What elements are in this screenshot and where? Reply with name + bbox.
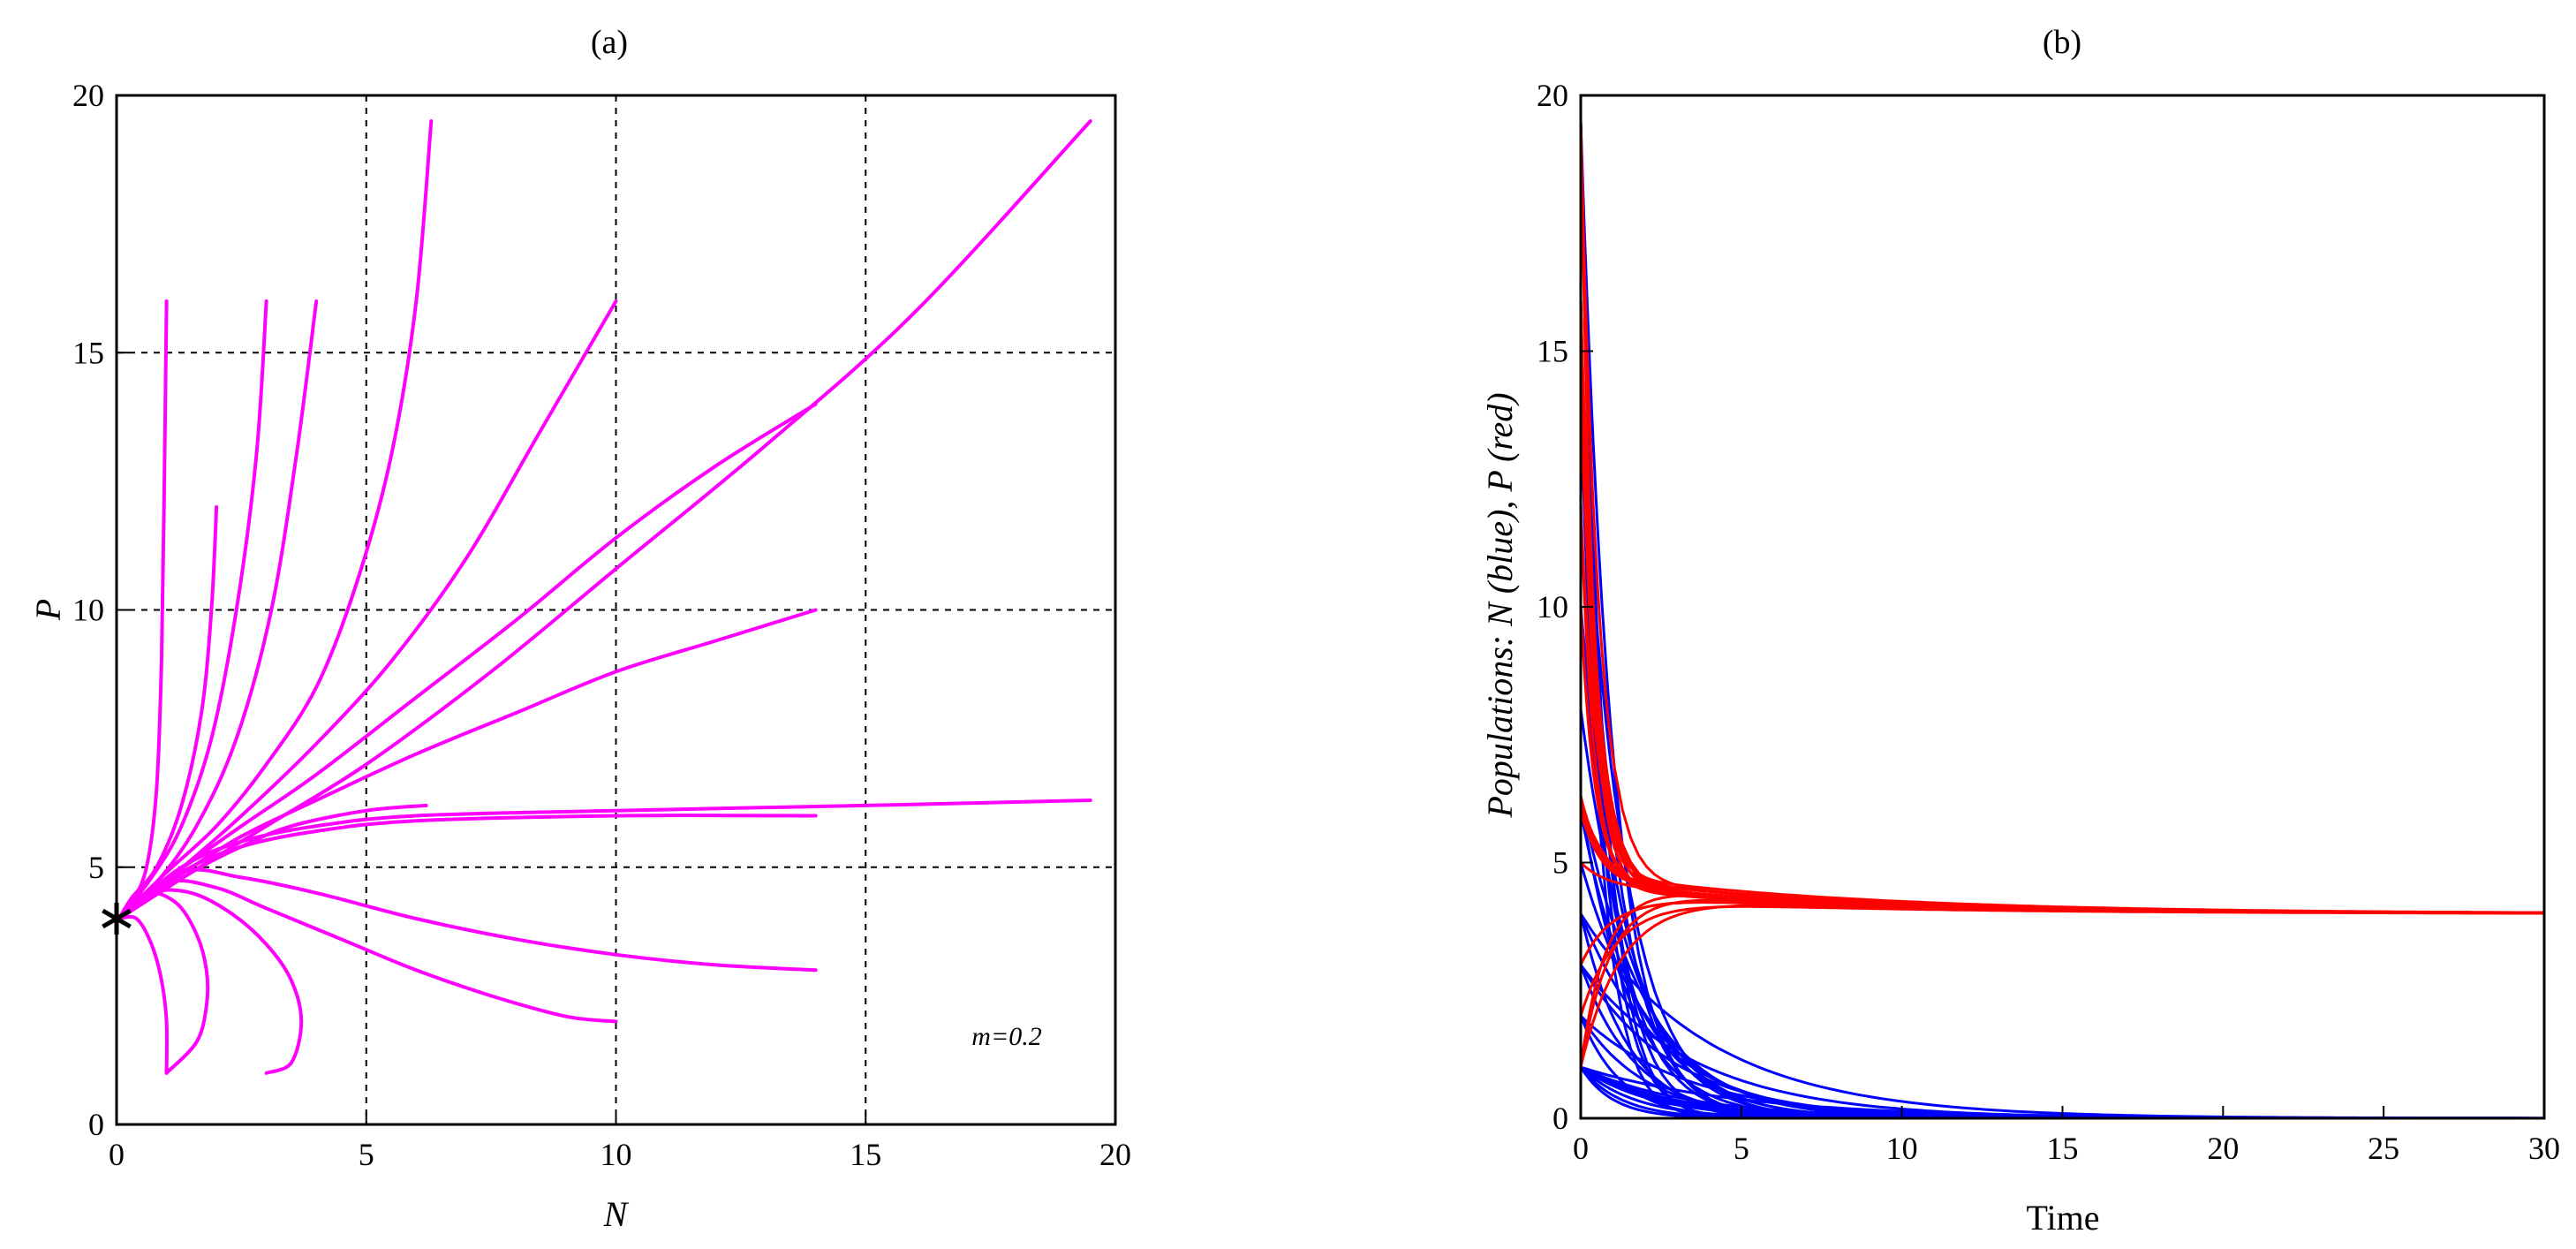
trajectory-traj-13 — [117, 867, 818, 973]
p-series-line — [1579, 402, 2544, 915]
n-series-line — [1579, 606, 2544, 1120]
panel-b-x-tick-label: 0 — [1573, 1131, 1589, 1166]
panel-b-x-tick-label: 10 — [1886, 1131, 1918, 1166]
panel-b-y-tick-label: 10 — [1537, 589, 1568, 624]
p-series-line — [1579, 606, 2545, 914]
n-series-line — [1579, 402, 2544, 1120]
equilibrium-star-marker — [102, 903, 132, 935]
panel-a-y-tick-label: 20 — [72, 78, 104, 113]
n-series-line — [1579, 811, 2544, 1120]
trajectory-traj-11 — [117, 814, 818, 920]
p-series-line — [1579, 811, 2545, 914]
p-series-line — [1579, 299, 2544, 914]
n-series-line — [1579, 1015, 2544, 1120]
p-series-line — [1579, 606, 2545, 914]
panel-a-x-tick-label: 0 — [109, 1137, 125, 1172]
n-series-line — [1579, 1015, 2544, 1120]
panel-a-y-tick-label: 5 — [88, 850, 104, 885]
n-series-line — [1579, 120, 2544, 1120]
ylabel-part-p: P — [1480, 471, 1520, 493]
panel-b-x-tick-label: 15 — [2047, 1131, 2079, 1166]
panel-b-y-tick-label: 5 — [1552, 845, 1568, 881]
parameter-annotation: m=0.2 — [971, 1022, 1041, 1051]
p-series-line — [1579, 898, 2544, 1068]
ylabel-part-blue: (blue), — [1480, 492, 1520, 603]
trajectory-traj-7 — [117, 119, 1092, 920]
p-series-line — [1579, 299, 2545, 914]
panel-b-y-tick-label: 20 — [1537, 78, 1568, 113]
trajectory-traj-10 — [117, 799, 1092, 920]
n-series-line — [1579, 402, 2544, 1120]
panel-a-x-tick-label: 10 — [601, 1137, 632, 1172]
trajectory-traj-2 — [117, 299, 268, 920]
panel-b-x-tick-label: 5 — [1734, 1131, 1749, 1166]
p-series-line — [1579, 120, 2544, 914]
trajectory-traj-8 — [117, 402, 818, 920]
panel-a-x-tick-label: 15 — [850, 1137, 881, 1172]
panel-a-title: (a) — [591, 24, 628, 61]
panel-b-x-axis-label: Time — [2026, 1198, 2099, 1238]
n-series-line — [1579, 795, 2544, 1120]
ylabel-part-red: (red) — [1480, 392, 1520, 470]
p-series-line — [1579, 894, 2545, 1068]
panel-b-y-tick-label: 0 — [1552, 1101, 1568, 1136]
trajectory-traj-17 — [117, 914, 169, 1075]
panel-a-y-tick-label: 0 — [88, 1107, 104, 1142]
ylabel-part-populations: Populations: — [1480, 626, 1520, 819]
p-series-line — [1579, 504, 2544, 915]
panel-a-y-tick-label: 10 — [72, 593, 104, 628]
panel-a-x-tick-label: 20 — [1099, 1137, 1131, 1172]
panel-b-x-tick-label: 30 — [2528, 1131, 2560, 1166]
ylabel-part-n: N — [1480, 601, 1520, 627]
panel-a-x-tick-label: 5 — [359, 1137, 374, 1172]
panel-b-y-tick-label: 15 — [1537, 334, 1568, 369]
trajectory-traj-5 — [117, 119, 434, 920]
panel-b-title: (b) — [2043, 24, 2081, 61]
trajectory-traj-9 — [117, 608, 818, 920]
p-series-line — [1579, 120, 2544, 914]
panel-a-trajectories — [117, 119, 1092, 1075]
n-series-line — [1579, 1015, 2544, 1120]
panel-a-x-axis-label: N — [603, 1194, 630, 1234]
p-series-line — [1579, 299, 2544, 915]
panel-a-grid — [117, 95, 1115, 1124]
p-series-line — [1579, 299, 2545, 914]
p-series-line — [1579, 905, 2544, 1017]
panel-b-x-tick-label: 20 — [2207, 1131, 2239, 1166]
panel-a-ticks: 0 5 10 15 20 0 5 10 15 20 — [72, 78, 1131, 1172]
panel-a-phase-portrait: (a) 0 5 10 15 20 0 5 10 15 20 m=0.2 N P — [28, 24, 1131, 1234]
panel-b-time-series: (b) 0 5 10 15 20 25 30 0 5 10 15 20 Time Population… — [1480, 24, 2560, 1238]
equilibrium-star-stroke — [102, 908, 132, 929]
panel-b-y-axis-label: Populations: N (blue), P (red) — [1480, 392, 1520, 818]
panel-a-y-axis-label: P — [28, 599, 68, 621]
trajectory-traj-4 — [117, 505, 219, 920]
panel-a-y-tick-label: 15 — [72, 335, 104, 370]
panel-b-ticks: 0 5 10 15 20 25 30 0 5 10 15 20 — [1537, 78, 2560, 1166]
panel-b-axes-box — [1579, 94, 2546, 1120]
n-series-line — [1579, 120, 2544, 1120]
n-series-line — [1579, 606, 2544, 1120]
p-series-line — [1579, 904, 2544, 1068]
n-series-line — [1579, 402, 2544, 1120]
p-series-line — [1579, 351, 2544, 915]
n-series-line — [1579, 402, 2544, 1120]
p-series-line — [1579, 504, 2544, 914]
trajectory-traj-14 — [117, 878, 618, 1024]
n-series-line — [1579, 800, 2544, 1120]
panel-b-series — [1579, 120, 2545, 1120]
trajectory-traj-16 — [117, 890, 210, 1075]
n-series-line — [1579, 402, 2544, 1120]
trajectory-traj-15 — [117, 888, 304, 1075]
panel-b-x-tick-label: 25 — [2368, 1131, 2399, 1166]
